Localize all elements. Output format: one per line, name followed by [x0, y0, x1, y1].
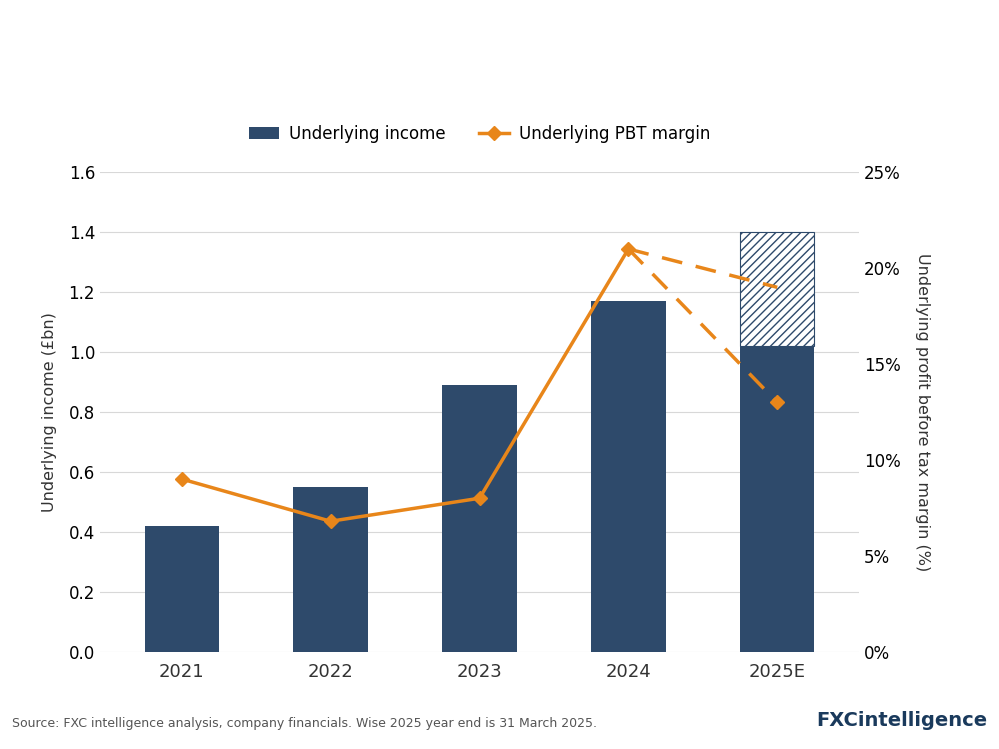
Bar — [740, 346, 814, 652]
Text: Wise underlying income and underlying profit before tax margin, 2021-2025E: Wise underlying income and underlying pr… — [13, 89, 658, 107]
Text: FXCintelligence: FXCintelligence — [816, 712, 987, 730]
Bar — [591, 301, 665, 652]
Y-axis label: Underlying profit before tax margin (%): Underlying profit before tax margin (%) — [915, 253, 930, 571]
Legend: Underlying income, Underlying PBT margin: Underlying income, Underlying PBT margin — [242, 118, 717, 150]
Text: Wise anticipates FY income growth at low end of 15-20% range: Wise anticipates FY income growth at low… — [13, 31, 910, 56]
Bar — [443, 385, 516, 652]
Bar — [740, 232, 814, 346]
Bar — [145, 526, 219, 652]
Bar — [294, 487, 368, 652]
Bar — [740, 232, 814, 234]
Text: Source: FXC intelligence analysis, company financials. Wise 2025 year end is 31 : Source: FXC intelligence analysis, compa… — [12, 718, 597, 730]
Y-axis label: Underlying income (£bn): Underlying income (£bn) — [42, 312, 57, 512]
